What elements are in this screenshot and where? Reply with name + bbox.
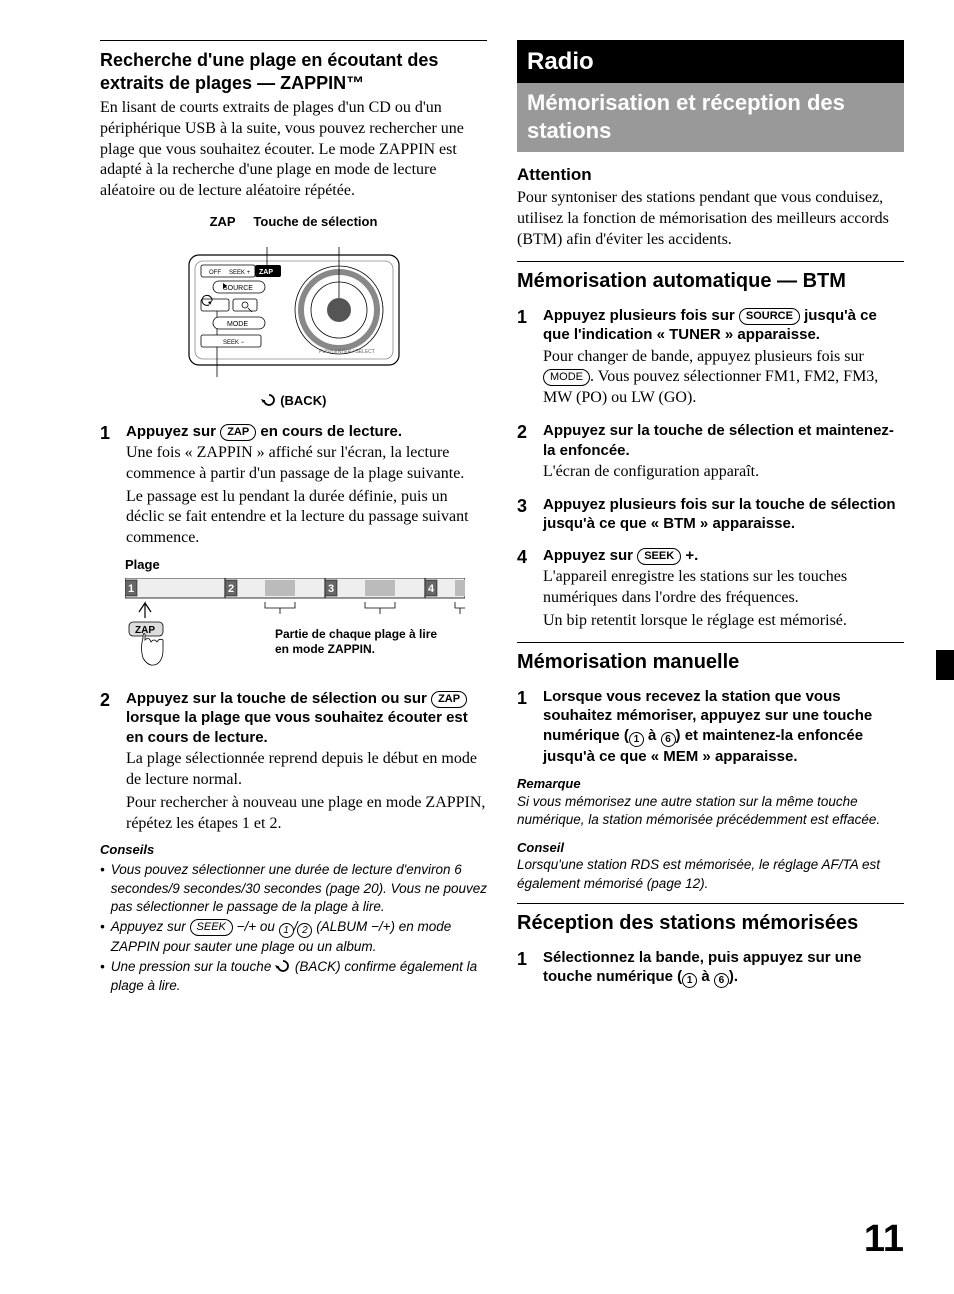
num-1-icon: 1	[279, 923, 294, 938]
step-number: 3	[517, 495, 535, 534]
step-number: 4	[517, 546, 535, 632]
btm-step-4: 4 Appuyez sur SEEK +. L'appareil enregis…	[517, 546, 904, 632]
step-1: 1 Appuyez sur ZAP en cours de lecture. U…	[100, 422, 487, 549]
svg-text:ZAP: ZAP	[259, 269, 273, 276]
rule	[517, 261, 904, 262]
remarque-body: Si vous mémorisez une autre station sur …	[517, 793, 904, 829]
manual-heading: Mémorisation manuelle	[517, 649, 904, 675]
source-oval: SOURCE	[739, 308, 800, 325]
attention-body: Pour syntoniser des stations pendant que…	[517, 188, 904, 250]
tip-item: • Une pression sur la touche (BACK) conf…	[100, 958, 487, 994]
step-number: 2	[100, 689, 118, 835]
svg-text:4: 4	[428, 583, 435, 595]
step-number: 1	[100, 422, 118, 549]
num-1-icon: 1	[682, 973, 697, 988]
device-back-label: (BACK)	[100, 393, 487, 410]
edge-tab	[936, 650, 954, 680]
btm-step-4-title: Appuyez sur SEEK +.	[543, 546, 904, 566]
svg-text:SOURCE: SOURCE	[223, 285, 253, 292]
back-arrow-icon	[275, 959, 291, 973]
tip-item: • Appuyez sur SEEK −/+ ou 1/2 (ALBUM −/+…	[100, 918, 487, 956]
tip-item: •Vous pouvez sélectionner une durée de l…	[100, 861, 487, 916]
heading-zappin: Recherche d'une plage en écoutant des ex…	[100, 49, 487, 94]
rule	[100, 40, 487, 41]
seek-oval: SEEK	[637, 548, 681, 565]
section-band-radio: Radio	[517, 40, 904, 83]
btm-step-1-title: Appuyez plusieurs fois sur SOURCE jusqu'…	[543, 306, 904, 345]
device-figure: ZAP Touche de sélection OFF SEEK + ZAP S…	[100, 214, 487, 410]
right-column: Radio Mémorisation et réception des stat…	[517, 40, 904, 997]
step-1-body-2: Le passage est lu pendant la durée défin…	[126, 487, 487, 549]
device-top-labels: ZAP Touche de sélection	[100, 214, 487, 231]
label-select: Touche de sélection	[253, 214, 377, 229]
conseil-heading: Conseil	[517, 840, 904, 857]
step-number: 1	[517, 306, 535, 409]
num-6-icon: 6	[661, 732, 676, 747]
btm-step-2-title: Appuyez sur la touche de sélection et ma…	[543, 421, 904, 460]
rule	[517, 903, 904, 904]
btm-heading: Mémorisation automatique — BTM	[517, 268, 904, 294]
mode-oval: MODE	[543, 369, 590, 386]
reception-heading: Réception des stations mémorisées	[517, 910, 904, 936]
btm-step-1: 1 Appuyez plusieurs fois sur SOURCE jusq…	[517, 306, 904, 409]
step-2-body-2: Pour rechercher à nouveau une plage en m…	[126, 793, 487, 835]
svg-text:MODE: MODE	[227, 321, 248, 328]
svg-text:SEEK −: SEEK −	[223, 340, 245, 346]
remarque-heading: Remarque	[517, 776, 904, 793]
manual-step-1-title: Lorsque vous recevez la station que vous…	[543, 687, 904, 767]
page-columns: Recherche d'une plage en écoutant des ex…	[100, 40, 904, 997]
back-arrow-icon	[261, 393, 277, 407]
zap-oval: ZAP	[431, 691, 467, 708]
num-1-icon: 1	[629, 732, 644, 747]
tips-list: •Vous pouvez sélectionner une durée de l…	[100, 861, 487, 995]
step-2-title: Appuyez sur la touche de sélection ou su…	[126, 689, 487, 748]
intro-paragraph: En lisant de courts extraits de plages d…	[100, 98, 487, 202]
rule	[517, 642, 904, 643]
recv-step-1-title: Sélectionnez la bande, puis appuyez sur …	[543, 948, 904, 989]
track-figure: 1 2 3 4	[125, 578, 487, 677]
svg-text:1: 1	[128, 583, 134, 595]
page-number: 11	[864, 1215, 904, 1264]
step-2: 2 Appuyez sur la touche de sélection ou …	[100, 689, 487, 835]
step-1-title: Appuyez sur ZAP en cours de lecture.	[126, 422, 487, 442]
recv-step-1: 1 Sélectionnez la bande, puis appuyez su…	[517, 948, 904, 989]
section-band-gray: Mémorisation et réception des stations	[517, 83, 904, 152]
btm-step-3: 3 Appuyez plusieurs fois sur la touche d…	[517, 495, 904, 534]
step-number: 1	[517, 687, 535, 767]
step-1-body-1: Une fois « ZAPPIN » affiché sur l'écran,…	[126, 443, 487, 485]
svg-text:3: 3	[328, 583, 334, 595]
left-column: Recherche d'une plage en écoutant des ex…	[100, 40, 487, 997]
step-number: 1	[517, 948, 535, 989]
conseil-body: Lorsqu'une station RDS est mémorisée, le…	[517, 856, 904, 892]
plage-label: Plage	[125, 557, 487, 574]
svg-text:2: 2	[228, 583, 234, 595]
zap-oval: ZAP	[220, 424, 256, 441]
attention-heading: Attention	[517, 164, 904, 186]
num-2-icon: 2	[297, 923, 312, 938]
btm-step-2-body: L'écran de configuration apparaît.	[543, 462, 904, 483]
btm-step-2: 2 Appuyez sur la touche de sélection et …	[517, 421, 904, 483]
tips-heading: Conseils	[100, 842, 487, 859]
svg-text:en mode ZAPPIN.: en mode ZAPPIN.	[275, 642, 375, 656]
svg-text:OFF: OFF	[209, 270, 221, 276]
step-number: 2	[517, 421, 535, 483]
svg-text:PUSH ENTER / SELECT: PUSH ENTER / SELECT	[319, 349, 375, 355]
label-zap: ZAP	[210, 214, 236, 229]
manual-step-1: 1 Lorsque vous recevez la station que vo…	[517, 687, 904, 767]
svg-text:SEEK +: SEEK +	[229, 270, 251, 276]
num-6-icon: 6	[714, 973, 729, 988]
device-svg: OFF SEEK + ZAP SOURCE MODE	[179, 235, 409, 380]
step-2-body-1: La plage sélectionnée reprend depuis le …	[126, 749, 487, 791]
seek-oval: SEEK	[190, 919, 233, 936]
btm-step-4-body-1: L'appareil enregistre les stations sur l…	[543, 567, 904, 609]
svg-text:Partie de chaque plage à lire: Partie de chaque plage à lire	[275, 627, 437, 641]
btm-step-4-body-2: Un bip retentit lorsque le réglage est m…	[543, 611, 904, 632]
btm-step-3-title: Appuyez plusieurs fois sur la touche de …	[543, 495, 904, 534]
btm-step-1-body: Pour changer de bande, appuyez plusieurs…	[543, 347, 904, 409]
